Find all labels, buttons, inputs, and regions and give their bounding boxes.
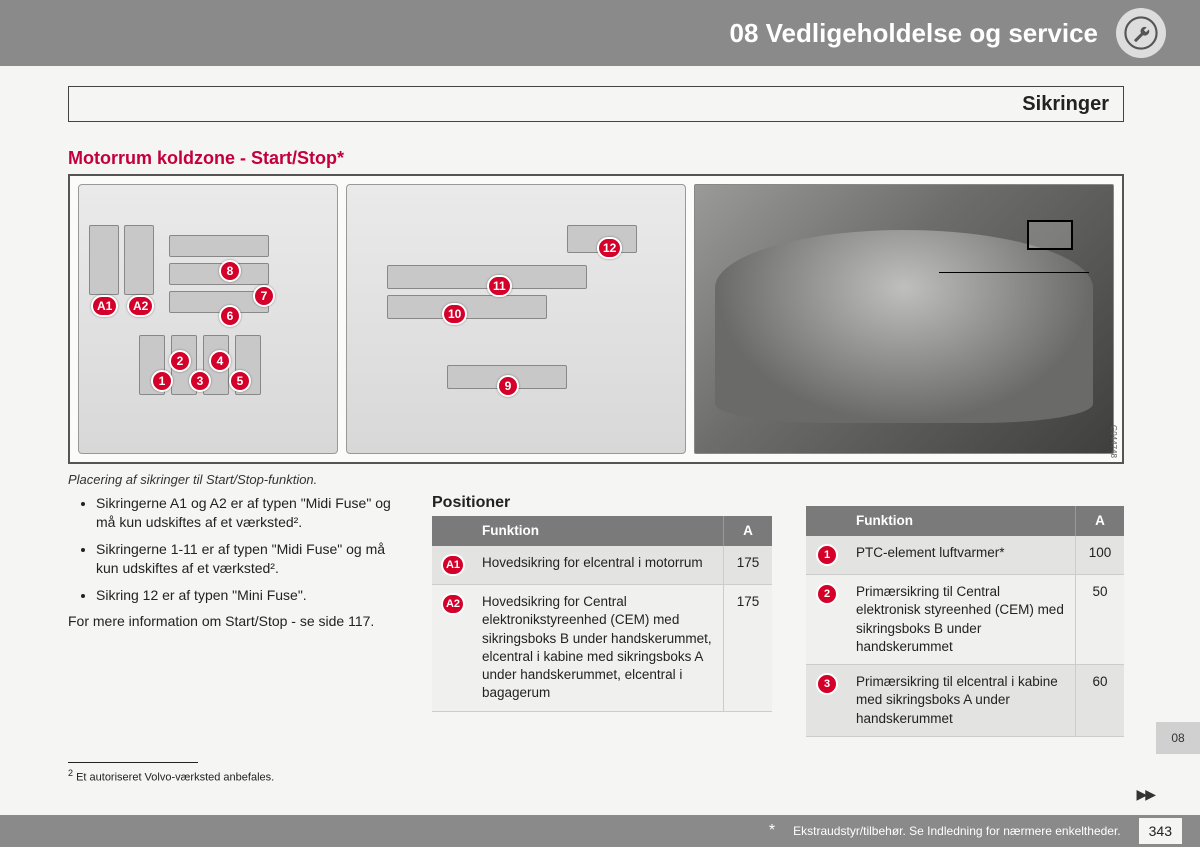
col-amp: A	[724, 516, 772, 546]
table-row: 1 PTC-element luftvarmer*100	[806, 536, 1124, 575]
fuse-badge: 3	[816, 673, 838, 695]
cell-function: Primærsikring til elcentral i kabine med…	[848, 665, 1076, 736]
footnote: 2 Et autoriseret Volvo-værksted anbefale…	[68, 768, 274, 784]
fuse-badge: 8	[219, 260, 241, 282]
footnote-divider	[68, 762, 198, 763]
fuse-badge: 12	[597, 237, 622, 259]
fuse-badge: A2	[441, 593, 465, 615]
chapter-side-tab: 08	[1156, 722, 1200, 754]
cell-amp: 100	[1076, 536, 1124, 574]
cell-amp: 60	[1076, 665, 1124, 736]
fuse-table-right: Funktion A 1PTC-element luftvarmer*1002P…	[806, 506, 1124, 737]
table-header: Funktion A	[432, 516, 772, 546]
footnote-text: Et autoriseret Volvo-værksted anbefales.	[76, 772, 274, 784]
footnote-marker: 2	[68, 768, 73, 778]
subsection-title: Motorrum koldzone - Start/Stop*	[68, 148, 344, 169]
table-row: A1 Hovedsikring for elcentral i motorrum1…	[432, 546, 772, 585]
table-row: 3 Primærsikring til elcentral i kabine me…	[806, 665, 1124, 737]
wrench-icon	[1116, 8, 1166, 58]
table-row: 2 Primærsikring til Central elektronisk s…	[806, 575, 1124, 665]
fuse-badge: 1	[816, 544, 838, 566]
chapter-header: 08 Vedligeholdelse og service	[0, 0, 1200, 66]
fuse-badge: 1	[151, 370, 173, 392]
fuse-diagram: A1 A2 876 24 135 12 11 10 9 G044748	[68, 174, 1124, 464]
engine-bay-photo	[694, 184, 1114, 454]
fuse-badge: 2	[816, 583, 838, 605]
cell-function: Hovedsikring for elcentral i motorrum	[474, 546, 724, 584]
footer-asterisk: *	[769, 822, 775, 840]
fuse-badge: 9	[497, 375, 519, 397]
fuse-badge: 6	[219, 305, 241, 327]
fuse-table-left: Funktion A A1 Hovedsikring for elcentral …	[432, 516, 772, 712]
fuse-badge: A2	[127, 295, 154, 317]
col-amp: A	[1076, 506, 1124, 536]
fuse-badge: 7	[253, 285, 275, 307]
fusebox-a: A1 A2 876 24 135	[78, 184, 338, 454]
fusebox-location-marker	[1027, 220, 1073, 250]
page-number: 343	[1139, 818, 1182, 844]
footer-note: Ekstraudstyr/tilbehør. Se Indledning for…	[793, 824, 1121, 838]
fuse-badge: A1	[441, 554, 465, 576]
col-function: Funktion	[848, 506, 1076, 536]
fuse-badge: 4	[209, 350, 231, 372]
cell-function: Hovedsikring for Central elektronikstyre…	[474, 585, 724, 710]
bullet-item: Sikringerne 1-11 er af typen "Midi Fuse"…	[96, 540, 408, 578]
fuse-badge: 3	[189, 370, 211, 392]
section-title-box: Sikringer	[68, 86, 1124, 122]
page-footer: * Ekstraudstyr/tilbehør. Se Indledning f…	[0, 815, 1200, 847]
image-reference-code: G044748	[1109, 425, 1118, 458]
fuse-badge: A1	[91, 295, 118, 317]
cell-amp: 175	[724, 546, 772, 584]
closing-paragraph: For mere information om Start/Stop - se …	[68, 612, 408, 631]
cell-function: PTC-element luftvarmer*	[848, 536, 1076, 574]
col-function: Funktion	[474, 516, 724, 546]
chapter-title: 08 Vedligeholdelse og service	[729, 18, 1098, 49]
cell-amp: 50	[1076, 575, 1124, 664]
bullet-item: Sikring 12 er af typen "Mini Fuse".	[96, 586, 408, 605]
tables-heading: Positioner	[432, 494, 510, 512]
fusebox-b: 12 11 10 9	[346, 184, 686, 454]
fuse-badge: 2	[169, 350, 191, 372]
continue-icon: ▶▶	[1136, 786, 1154, 803]
section-title: Sikringer	[1022, 93, 1109, 116]
cell-amp: 175	[724, 585, 772, 710]
fuse-badge: 10	[442, 303, 467, 325]
table-row: A2 Hovedsikring for Central elektroniksty…	[432, 585, 772, 711]
body-text: Sikringerne A1 og A2 er af typen "Midi F…	[68, 494, 408, 631]
bullet-item: Sikringerne A1 og A2 er af typen "Midi F…	[96, 494, 408, 532]
table-header: Funktion A	[806, 506, 1124, 536]
fuse-badge: 5	[229, 370, 251, 392]
diagram-caption: Placering af sikringer til Start/Stop-fu…	[68, 472, 317, 487]
side-tab-label: 08	[1171, 731, 1184, 745]
fuse-badge: 11	[487, 275, 512, 297]
cell-function: Primærsikring til Central elektronisk st…	[848, 575, 1076, 664]
